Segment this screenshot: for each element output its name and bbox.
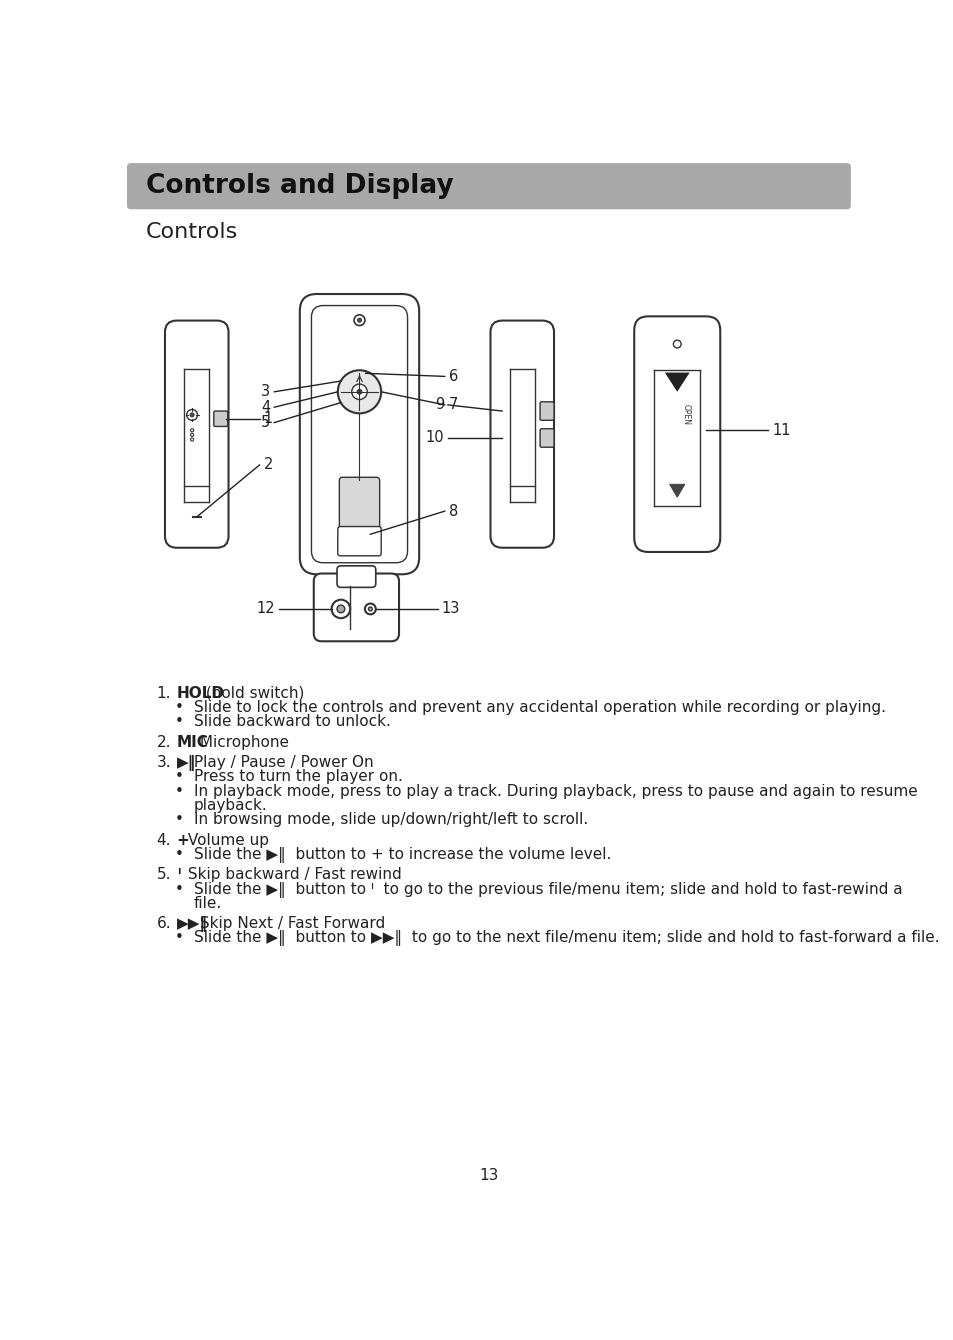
Text: Volume up: Volume up: [182, 832, 269, 848]
FancyBboxPatch shape: [336, 565, 375, 587]
Text: Controls and Display: Controls and Display: [146, 173, 453, 200]
Circle shape: [187, 410, 197, 421]
Text: 5: 5: [261, 415, 270, 430]
Text: Controls: Controls: [146, 221, 237, 241]
Text: •: •: [174, 847, 184, 862]
Text: Slide the ▶‖  button to ᑊ  to go to the previous file/menu item; slide and hold : Slide the ▶‖ button to ᑊ to go to the pr…: [193, 882, 902, 898]
FancyBboxPatch shape: [490, 320, 554, 548]
Text: MIC: MIC: [176, 734, 209, 750]
Text: •: •: [174, 882, 184, 896]
FancyBboxPatch shape: [314, 574, 398, 642]
Text: 6: 6: [448, 369, 457, 383]
Text: file.: file.: [193, 895, 222, 911]
Circle shape: [357, 319, 361, 322]
Circle shape: [354, 315, 365, 326]
Text: 7: 7: [448, 398, 457, 413]
FancyBboxPatch shape: [339, 477, 379, 541]
Text: 8: 8: [448, 504, 457, 519]
Text: 1: 1: [263, 411, 273, 426]
FancyBboxPatch shape: [634, 316, 720, 552]
Text: 2: 2: [263, 457, 273, 473]
Text: •: •: [174, 930, 184, 946]
Circle shape: [365, 603, 375, 614]
FancyBboxPatch shape: [539, 429, 554, 448]
Text: Slide the ▶‖  button to ▶▶‖  to go to the next file/menu item; slide and hold to: Slide the ▶‖ button to ▶▶‖ to go to the …: [193, 930, 939, 946]
Circle shape: [673, 340, 680, 348]
Circle shape: [368, 607, 372, 611]
Text: In browsing mode, slide up/down/right/left to scroll.: In browsing mode, slide up/down/right/le…: [193, 812, 587, 827]
Text: (hold switch): (hold switch): [200, 686, 304, 701]
Circle shape: [352, 385, 367, 399]
Text: 3.: 3.: [156, 756, 171, 770]
FancyBboxPatch shape: [539, 402, 554, 421]
Text: 1.: 1.: [156, 686, 171, 701]
Text: Slide to lock the controls and prevent any accidental operation while recording : Slide to lock the controls and prevent a…: [193, 701, 884, 716]
Text: 2.: 2.: [156, 734, 171, 750]
Text: +: +: [176, 832, 189, 848]
Circle shape: [191, 429, 193, 431]
Text: Play / Pause / Power On: Play / Pause / Power On: [189, 756, 373, 770]
Text: Skip Next / Fast Forward: Skip Next / Fast Forward: [194, 917, 385, 931]
Circle shape: [332, 600, 350, 618]
Text: 13: 13: [478, 1168, 498, 1183]
Text: 12: 12: [256, 602, 274, 616]
Text: 4.: 4.: [156, 832, 171, 848]
Text: 6.: 6.: [156, 917, 171, 931]
FancyBboxPatch shape: [337, 527, 381, 556]
Text: OPEN: OPEN: [681, 405, 690, 425]
Text: ᑊ: ᑊ: [176, 867, 180, 882]
Text: Skip backward / Fast rewind: Skip backward / Fast rewind: [182, 867, 401, 882]
Text: 11: 11: [771, 423, 790, 438]
FancyBboxPatch shape: [311, 306, 407, 563]
Text: HOLD: HOLD: [176, 686, 224, 701]
Text: Slide backward to unlock.: Slide backward to unlock.: [193, 714, 390, 729]
Text: •: •: [174, 769, 184, 784]
Polygon shape: [664, 373, 689, 391]
Text: 10: 10: [425, 430, 443, 445]
Circle shape: [191, 433, 193, 437]
Text: •: •: [174, 812, 184, 827]
Circle shape: [191, 438, 193, 441]
FancyBboxPatch shape: [127, 163, 850, 209]
Text: 5.: 5.: [156, 867, 171, 882]
Text: •: •: [174, 784, 184, 799]
Text: Slide the ▶‖  button to + to increase the volume level.: Slide the ▶‖ button to + to increase the…: [193, 847, 610, 863]
Text: 13: 13: [441, 602, 459, 616]
Text: Press to turn the player on.: Press to turn the player on.: [193, 769, 402, 784]
FancyBboxPatch shape: [165, 320, 229, 548]
Circle shape: [356, 390, 361, 394]
Circle shape: [336, 606, 344, 612]
Text: 9: 9: [435, 398, 443, 413]
Text: Microphone: Microphone: [194, 734, 289, 750]
Text: ▶‖: ▶‖: [176, 756, 195, 772]
FancyBboxPatch shape: [213, 411, 228, 426]
Text: 4: 4: [261, 399, 270, 414]
Text: ▶▶‖: ▶▶‖: [176, 917, 208, 933]
Text: playback.: playback.: [193, 799, 267, 813]
Text: •: •: [174, 701, 184, 716]
Circle shape: [190, 413, 193, 417]
Text: 3: 3: [261, 385, 270, 399]
FancyBboxPatch shape: [299, 293, 418, 575]
Text: In playback mode, press to play a track. During playback, press to pause and aga: In playback mode, press to play a track.…: [193, 784, 917, 799]
Polygon shape: [669, 484, 684, 497]
Circle shape: [337, 370, 381, 413]
Text: •: •: [174, 714, 184, 729]
